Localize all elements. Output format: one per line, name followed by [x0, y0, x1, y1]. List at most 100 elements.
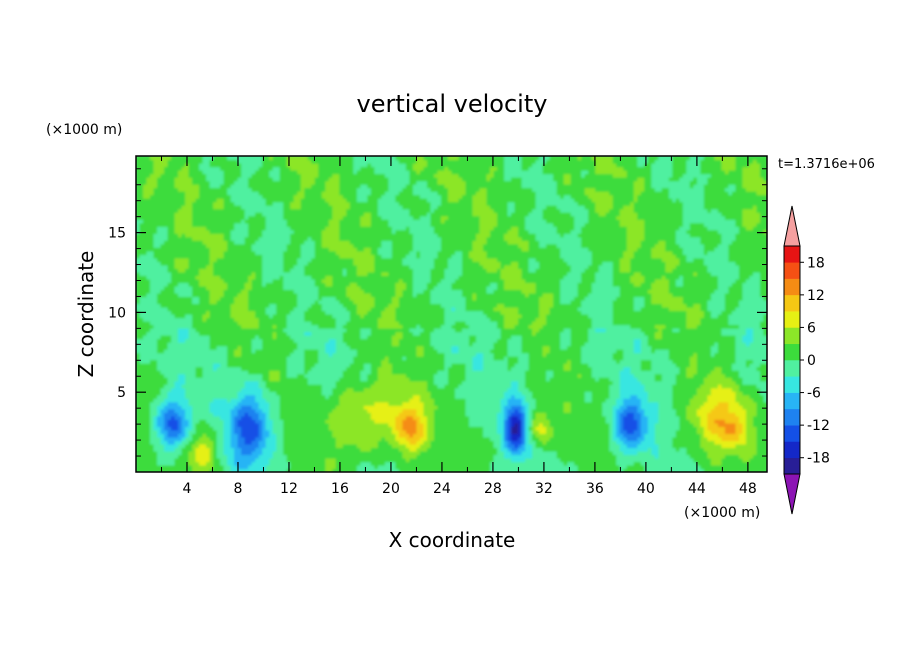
field-cell	[143, 282, 148, 287]
field-cell	[311, 443, 316, 449]
field-cell	[199, 233, 204, 238]
field-cell	[202, 412, 207, 417]
field-cell	[185, 328, 190, 333]
field-cell	[290, 229, 295, 234]
field-cell	[181, 292, 186, 298]
field-cell	[216, 250, 221, 255]
field-cell	[286, 328, 291, 333]
field-cell	[160, 370, 165, 375]
field-cell	[150, 317, 155, 322]
field-cell	[325, 254, 330, 259]
field-cell	[227, 436, 232, 441]
field-cell	[195, 349, 200, 354]
field-cell	[143, 331, 148, 336]
field-cell	[300, 187, 305, 192]
field-cell	[136, 159, 141, 164]
field-cell	[185, 184, 190, 189]
field-cell	[153, 377, 158, 382]
field-cell	[321, 215, 326, 220]
field-cell	[195, 405, 200, 410]
field-cell	[283, 215, 288, 220]
field-cell	[202, 461, 207, 466]
field-cell	[143, 450, 148, 456]
field-cell	[307, 377, 312, 382]
field-cell	[244, 447, 249, 452]
field-cell	[146, 408, 151, 413]
field-cell	[307, 359, 312, 364]
field-cell	[146, 268, 151, 273]
field-cell	[213, 359, 218, 364]
field-cell	[206, 180, 211, 185]
field-cell	[153, 205, 158, 210]
field-cell	[143, 271, 148, 276]
field-cell	[248, 250, 253, 255]
field-cell	[272, 412, 277, 417]
field-cell	[290, 247, 295, 252]
field-cell	[321, 212, 326, 217]
field-cell	[276, 391, 281, 396]
field-cell	[234, 170, 239, 175]
field-cell	[202, 443, 207, 449]
field-cell	[314, 292, 319, 298]
field-cell	[244, 205, 249, 210]
field-cell	[286, 443, 291, 449]
field-cell	[297, 352, 302, 357]
field-cell	[167, 201, 172, 206]
field-cell	[293, 180, 298, 185]
field-cell	[136, 363, 141, 368]
field-cell	[269, 317, 274, 322]
field-cell	[293, 226, 298, 231]
field-cell	[206, 163, 211, 168]
field-cell	[171, 387, 176, 392]
field-cell	[216, 310, 221, 315]
field-cell	[255, 373, 260, 378]
field-cell	[192, 289, 197, 294]
field-cell	[251, 317, 256, 322]
field-cell	[206, 457, 211, 463]
field-cell	[290, 208, 295, 213]
field-cell	[262, 377, 267, 382]
field-cell	[174, 394, 179, 399]
field-cell	[195, 180, 200, 185]
field-cell	[248, 447, 253, 452]
field-cell	[157, 412, 162, 417]
field-cell	[167, 163, 172, 168]
field-cell	[181, 264, 186, 269]
field-cell	[290, 412, 295, 417]
field-cell	[318, 163, 323, 168]
field-cell	[321, 222, 326, 227]
field-cell	[286, 215, 291, 220]
field-cell	[279, 212, 284, 217]
field-cell	[209, 201, 214, 206]
field-cell	[153, 212, 158, 217]
field-cell	[227, 342, 232, 347]
field-cell	[251, 356, 256, 361]
field-cell	[279, 166, 284, 171]
field-cell	[269, 187, 274, 192]
field-cell	[136, 433, 141, 438]
field-cell	[314, 461, 319, 466]
field-cell	[216, 352, 221, 357]
field-cell	[216, 303, 221, 308]
field-cell	[262, 296, 267, 301]
field-cell	[286, 212, 291, 217]
field-cell	[304, 436, 309, 441]
field-cell	[178, 240, 183, 245]
field-cell	[265, 201, 270, 206]
field-cell	[192, 282, 197, 287]
field-cell	[209, 299, 214, 305]
field-cell	[255, 250, 260, 255]
field-cell	[213, 314, 218, 319]
field-cell	[213, 184, 218, 189]
field-cell	[307, 243, 312, 248]
field-cell	[188, 163, 193, 168]
field-cell	[178, 342, 183, 347]
field-cell	[157, 436, 162, 441]
field-cell	[136, 292, 141, 298]
field-cell	[139, 254, 144, 259]
field-cell	[181, 215, 186, 220]
field-cell	[202, 359, 207, 364]
field-cell	[248, 352, 253, 357]
field-cell	[269, 443, 274, 449]
field-cell	[314, 212, 319, 217]
